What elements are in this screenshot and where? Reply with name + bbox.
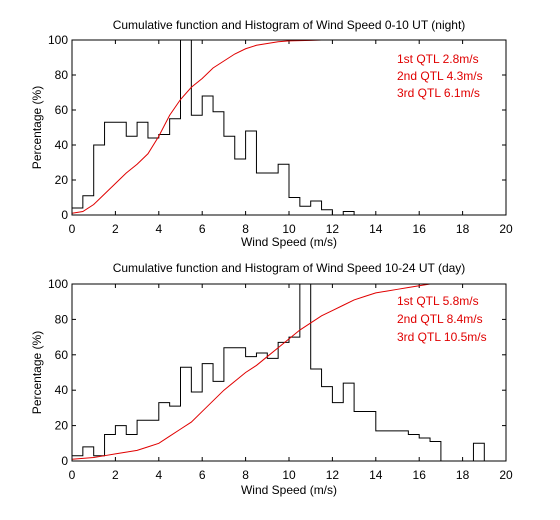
x-tick-label: 4 <box>155 222 162 236</box>
y-tick-label: 80 <box>55 312 69 326</box>
chart-title: Cumulative function and Histogram of Win… <box>113 18 466 32</box>
axis-ticks: 0 2 4 6 8 10 12 14 16 18 20 0 20 40 60 80 100 <box>48 33 513 236</box>
annotation-q3: 3rd QTL 6.1m/s <box>397 86 480 100</box>
plot-frame <box>71 39 507 216</box>
y-tick-label: 0 <box>61 208 68 222</box>
y-tick-label: 20 <box>55 419 69 433</box>
x-tick-label: 20 <box>499 468 513 482</box>
x-tick-label: 20 <box>499 222 513 236</box>
histogram-series <box>72 284 506 461</box>
x-tick-label: 2 <box>112 468 119 482</box>
x-tick-label: 18 <box>456 222 470 236</box>
y-tick-label: 40 <box>55 383 69 397</box>
x-tick-label: 10 <box>282 222 296 236</box>
annotation-q1: 1st QTL 5.8m/s <box>397 294 479 308</box>
y-axis-label: Percentage (%) <box>30 86 44 169</box>
x-axis-label: Wind Speed (m/s) <box>241 235 337 249</box>
y-tick-label: 100 <box>48 33 68 47</box>
x-tick-label: 14 <box>369 468 383 482</box>
annotation-q2: 2nd QTL 8.4m/s <box>397 312 483 326</box>
annotation-q3: 3rd QTL 10.5m/s <box>397 330 487 344</box>
x-tick-label: 8 <box>242 222 249 236</box>
y-tick-label: 20 <box>55 173 69 187</box>
data-marks <box>72 40 506 215</box>
chart-title: Cumulative function and Histogram of Win… <box>113 261 466 275</box>
x-tick-label: 12 <box>326 222 340 236</box>
histogram-series <box>72 40 506 215</box>
y-tick-label: 80 <box>55 68 69 82</box>
x-axis-label: Wind Speed (m/s) <box>241 483 337 497</box>
y-axis-label: Percentage (%) <box>30 331 44 414</box>
plot-frame <box>71 283 507 462</box>
x-tick-label: 12 <box>326 468 340 482</box>
cumulative-series <box>72 284 506 460</box>
x-tick-label: 0 <box>69 222 76 236</box>
chart-day: Cumulative function and Histogram of Win… <box>30 261 513 497</box>
x-tick-label: 2 <box>112 222 119 236</box>
x-tick-label: 6 <box>199 222 206 236</box>
x-tick-label: 14 <box>369 222 383 236</box>
x-tick-label: 16 <box>413 468 427 482</box>
x-tick-label: 8 <box>242 468 249 482</box>
y-tick-label: 100 <box>48 277 68 291</box>
y-tick-label: 40 <box>55 138 69 152</box>
y-tick-label: 0 <box>61 454 68 468</box>
x-tick-label: 0 <box>69 468 76 482</box>
plot-area <box>72 284 506 461</box>
annotation-q2: 2nd QTL 4.3m/s <box>397 69 483 83</box>
cumulative-series <box>72 40 506 214</box>
y-tick-label: 60 <box>55 103 69 117</box>
data-marks <box>72 284 506 461</box>
y-tick-label: 60 <box>55 348 69 362</box>
chart-night: Cumulative function and Histogram of Win… <box>30 18 513 249</box>
x-tick-label: 10 <box>282 468 296 482</box>
annotation-q1: 1st QTL 2.8m/s <box>397 52 479 66</box>
x-tick-label: 4 <box>155 468 162 482</box>
axis-ticks: 0 2 4 6 8 10 12 14 16 18 20 0 20 40 60 80 100 <box>48 277 513 482</box>
x-tick-label: 6 <box>199 468 206 482</box>
x-tick-label: 16 <box>413 222 427 236</box>
x-tick-label: 18 <box>456 468 470 482</box>
